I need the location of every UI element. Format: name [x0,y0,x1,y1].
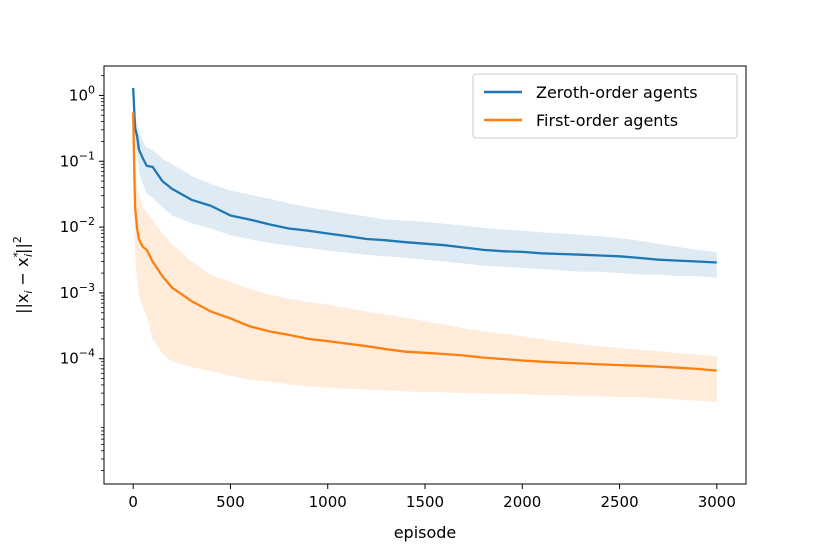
band-first-order-agents [133,105,717,402]
y-axis-label: ||xi − x*i||2 [11,236,35,314]
y-tick-label: 10−2 [60,215,95,236]
x-axis-label: episode [394,523,457,542]
y-tick-label: 100 [69,83,95,104]
x-tick-label: 0 [128,493,138,511]
x-tick-label: 1500 [406,493,444,511]
y-tick-label: 10−1 [60,149,95,170]
band-zeroth-order-agents [133,83,717,278]
x-tick-label: 3000 [698,493,736,511]
x-tick-label: 500 [216,493,245,511]
legend-label-first-order: First-order agents [536,111,678,130]
line-first-order-agents [132,112,717,372]
x-tick-label: 2000 [503,493,541,511]
legend-box [472,73,738,139]
y-axis: 100 10−1 10−2 10−3 10−4 [60,75,104,471]
legend-label-zeroth-order: Zeroth-order agents [536,83,698,102]
legend: Zeroth-order agents First-order agents [472,73,738,139]
x-tick-label: 2500 [600,493,638,511]
x-axis: 0 500 1000 1500 2000 2500 3000 [128,484,736,511]
x-tick-label: 1000 [309,493,347,511]
confidence-bands [133,83,717,402]
line-zeroth-order-agents [132,87,717,264]
series-lines [132,87,717,372]
y-tick-label: 10−3 [60,281,95,302]
y-tick-label: 10−4 [60,347,95,368]
